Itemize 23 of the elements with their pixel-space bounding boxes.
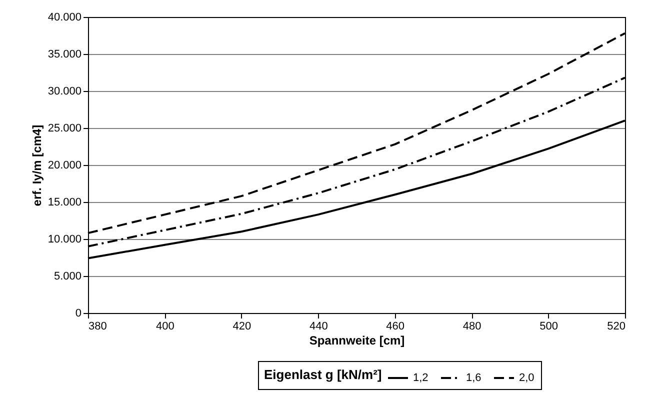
x-tick-label: 520 [607,320,626,332]
y-axis-title: erf. Iy/m [cm4] [30,124,44,206]
legend-label: 2,0 [519,372,534,384]
y-tick-label: 5.000 [54,270,82,282]
y-tick-label: 15.000 [48,196,82,208]
x-tick-label: 480 [462,320,482,332]
x-tick-label: 400 [156,320,174,332]
y-tick-label: 35.000 [48,48,82,60]
y-tick-label: 30.000 [48,86,82,98]
legend-label: 1,6 [466,372,482,384]
x-tick-label: 500 [540,320,558,332]
legend-title: Eigenlast g [kN/m²] [264,367,382,382]
y-tick-label: 40.000 [48,12,82,24]
x-tick-label: 440 [309,320,328,332]
y-tick-label: 10.000 [48,234,82,246]
x-tick-label: 460 [386,320,405,332]
x-tick-label: 420 [232,320,252,332]
y-tick-label: 20.000 [48,160,82,172]
y-tick-label: 0 [75,308,82,320]
x-axis-title: Spannweite [cm] [309,334,405,348]
legend-label: 1,2 [413,372,428,384]
y-tick-label: 25.000 [48,122,82,134]
x-tick-label: 380 [88,320,107,332]
